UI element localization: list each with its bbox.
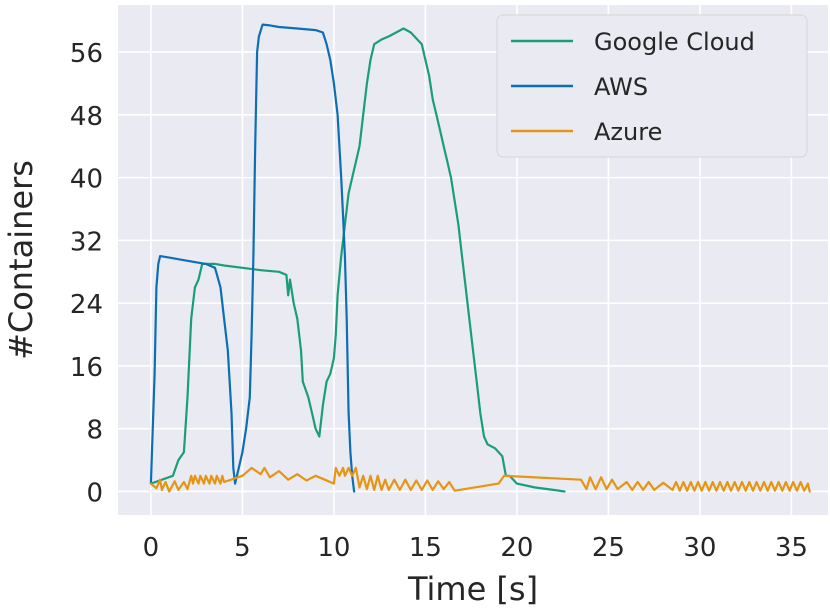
y-tick-label: 16 xyxy=(70,353,103,383)
legend-label-google-cloud: Google Cloud xyxy=(594,28,755,56)
y-axis-label: #Containers xyxy=(2,160,40,360)
series-line-aws xyxy=(149,23,356,493)
x-tick-label: 30 xyxy=(683,533,716,563)
legend-label-aws: AWS xyxy=(594,73,648,101)
series-layer xyxy=(149,23,811,493)
y-tick-label: 40 xyxy=(70,165,103,195)
y-tick-label: 0 xyxy=(86,478,103,508)
x-tick-label: 5 xyxy=(234,533,251,563)
legend: Google Cloud AWS Azure xyxy=(496,14,808,158)
x-tick-label: 15 xyxy=(409,533,442,563)
series-line-azure xyxy=(149,466,811,493)
y-tick-label: 32 xyxy=(70,227,103,257)
x-tick-label: 10 xyxy=(317,533,350,563)
x-axis-ticks: 0 5 10 15 20 25 30 35 xyxy=(143,533,808,563)
y-tick-label: 48 xyxy=(70,102,103,132)
y-axis-ticks: 0 8 16 24 32 40 48 56 xyxy=(70,39,103,508)
y-tick-label: 8 xyxy=(86,416,103,446)
x-axis-label: Time [s] xyxy=(407,570,538,608)
x-tick-label: 0 xyxy=(143,533,160,563)
x-tick-label: 35 xyxy=(775,533,808,563)
x-tick-label: 25 xyxy=(592,533,625,563)
y-tick-label: 56 xyxy=(70,39,103,69)
x-tick-label: 20 xyxy=(500,533,533,563)
y-tick-label: 24 xyxy=(70,290,103,320)
legend-label-azure: Azure xyxy=(594,118,662,146)
legend-box xyxy=(496,14,808,158)
series-line-google-cloud xyxy=(149,27,566,493)
